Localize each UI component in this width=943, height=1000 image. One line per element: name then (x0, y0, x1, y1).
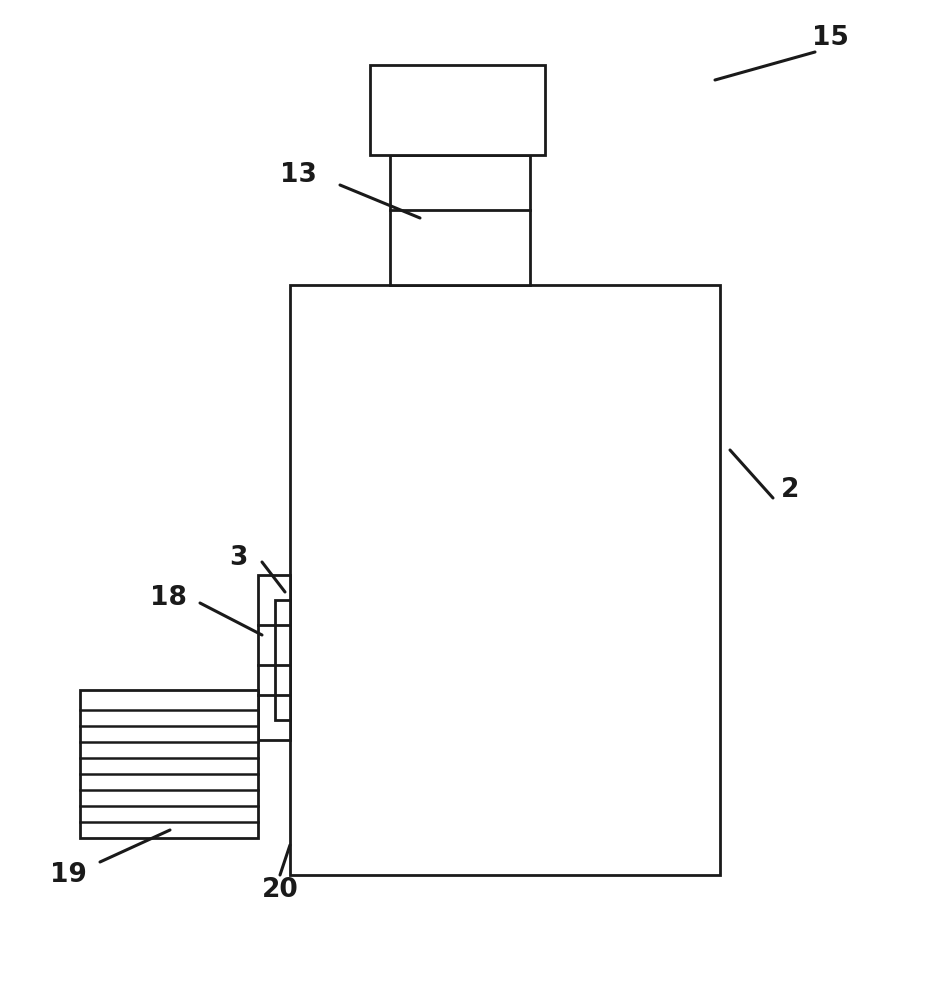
Bar (258, 575, 290, 740)
Bar (390, 155, 530, 285)
Text: 20: 20 (261, 877, 298, 903)
Bar (290, 285, 720, 875)
Text: 18: 18 (150, 585, 187, 611)
Text: 13: 13 (279, 162, 317, 188)
Text: 19: 19 (50, 862, 87, 888)
Bar (275, 600, 290, 720)
Text: 2: 2 (781, 477, 799, 503)
Bar (80, 690, 258, 838)
Bar (370, 65, 545, 155)
Text: 3: 3 (229, 545, 247, 571)
Text: 15: 15 (812, 25, 849, 51)
